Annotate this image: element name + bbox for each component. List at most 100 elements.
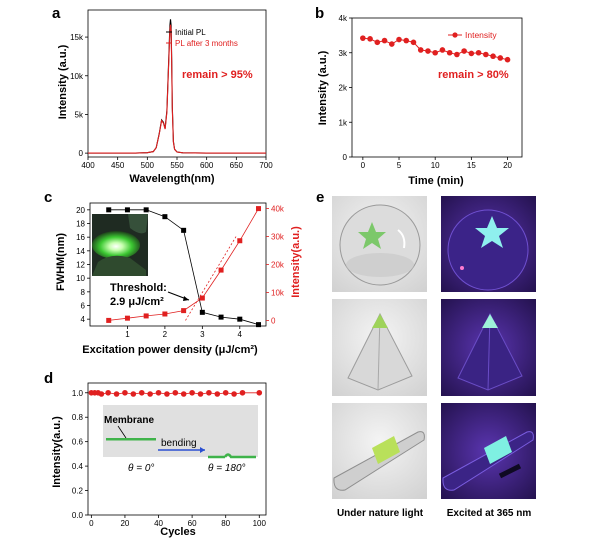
chart-c-ytick-label-right-0: 0 [271,316,276,325]
chart-b-ytick-label-left-0: 0 [343,153,348,162]
chart-c-xlabel: Excitation power density (μJ/cm²) [82,344,258,356]
panel-b: b 0 5 10 15 20 0 1k 2k 3k 4k Time (min) Intensity… [315,5,523,187]
chart-c-ytick-label-left-4: 12 [76,261,85,270]
chart-d-plot: 0 20 40 60 80 100 0.0 0.2 0.4 0.6 0.8 1.0 [72,382,267,528]
intensity-point-11 [439,47,446,53]
intensity-point-4 [388,41,395,47]
chart-d-xtick-label-5: 100 [253,519,267,528]
cycle-point-14 [189,389,195,396]
chart-c-ytick-label-left-8: 20 [76,206,85,215]
cycle-point-20 [239,389,246,396]
chart-c-xtick-label-1: 2 [163,330,168,339]
intensity-point-16 [475,49,482,56]
chart-c-xtick-label-2: 3 [200,330,205,339]
legend-marker-intensity [452,32,458,38]
cycle-point-21 [256,389,263,396]
fwhm-point-8 [256,322,262,328]
cycle-point-16 [206,389,212,396]
intensity-point-9 [425,48,431,54]
intensity-point-15 [468,50,475,57]
chart-d-frame [87,382,267,516]
chart-b-xlabel: Time (min) [408,175,464,187]
intensity-point-20 [504,56,511,63]
chart-a-xtick-label-2: 500 [141,161,155,170]
chart-d-ylabel: Intensity(a.u.) [51,416,63,488]
intensity-point-4 [181,308,187,314]
photo-tube-natural [332,403,427,499]
inset-theta-180: θ = 180° [208,463,246,474]
intensity-point-8 [417,47,424,53]
panel-label-b: b [315,5,324,22]
intensity-point-13 [454,51,460,58]
series-cycles-line [91,392,260,395]
fwhm-point-0 [106,207,112,213]
chart-a-xtick-label-6: 700 [259,161,273,170]
chart-d-ytick-label-left-0: 0.0 [72,511,84,520]
photo-sphere-uv [441,196,536,292]
cycle-point-5 [113,391,120,397]
inset-photo-laser [92,214,148,276]
cycle-point-13 [180,391,187,397]
caption-uv-365: Excited at 365 nm [447,508,532,519]
chart-d-xlabel: Cycles [160,526,195,538]
chart-b-ytick-label-left-4: 4k [339,14,348,23]
chart-b-xtick-label-0: 0 [361,161,366,170]
chart-d-ytick-label-left-3: 0.6 [72,438,84,447]
threshold-value: 2.9 μJ/cm² [110,296,164,308]
chart-a-plot: 400 450 500 550 600 650 700 0 5k 10k 15k [70,9,273,170]
inset-membrane-label: Membrane [104,415,154,426]
cycle-point-19 [231,391,237,397]
chart-b-ytick-label-left-2: 2k [339,84,348,93]
photo-tube-uv [441,403,536,499]
intensity-point-19 [497,55,504,61]
intensity-point-5 [199,295,205,301]
chart-a-ytick-label-left-0: 0 [79,149,84,158]
fwhm-point-2 [143,207,149,213]
chart-d-xtick-label-0: 0 [89,519,94,528]
chart-d-xtick-label-3: 60 [188,519,197,528]
fwhm-point-1 [124,207,130,213]
chart-c-ytick-label-right-2: 20k [271,261,285,270]
cycle-point-18 [222,389,229,396]
inset-bending-label: bending [161,438,197,449]
panel-a: a 400 450 500 550 600 650 700 0 5k 10k 15k Wavelen… [52,5,273,185]
annotation-remain-80: remain > 80% [438,69,509,81]
membrane-bent [208,453,256,459]
chart-c-xtick-label-0: 1 [125,330,130,339]
panel-e: e [316,189,536,519]
chart-c-ytick-label-left-7: 18 [76,220,85,229]
photo-pyramid-uv [441,299,536,396]
membrane-pointer [117,425,127,439]
panel-label-d: d [44,370,53,387]
intensity-point-2 [374,39,381,46]
chart-a-ytick-label-left-3: 15k [70,33,84,42]
chart-c-ytick-label-left-6: 16 [76,233,85,242]
chart-a-xtick-label-4: 600 [200,161,214,170]
intensity-point-1 [367,36,373,42]
chart-c-ytick-label-left-5: 14 [76,247,85,256]
legend-initial-pl: Initial PL [175,28,206,37]
chart-c-ytick-label-left-0: 4 [81,315,86,324]
cycle-point-17 [214,391,221,397]
annotation-remain-95: remain > 95% [182,69,253,81]
intensity-point-7 [237,238,243,244]
chart-b-ytick-label-left-1: 1k [339,118,348,127]
intensity-point-10 [432,49,438,56]
intensity-point-5 [396,36,402,43]
chart-a-ytick-label-left-2: 10k [70,72,84,81]
legend-intensity: Intensity [465,30,497,40]
cycle-point-7 [130,391,137,397]
caption-natural-light: Under nature light [337,508,424,519]
chart-b-xtick-label-4: 20 [503,161,512,170]
fwhm-point-5 [199,309,205,315]
threshold-fit-line-above [185,236,237,321]
panel-label-c: c [44,189,52,206]
chart-b-xtick-label-2: 10 [431,161,440,170]
intensity-point-0 [106,317,112,323]
threshold-arrowhead [183,296,189,301]
chart-c-ylabel-right: Intensity(a.u.) [290,226,302,298]
chart-c-ytick-label-right-3: 30k [271,233,285,242]
cycle-point-11 [164,391,170,397]
fwhm-point-7 [237,316,243,322]
